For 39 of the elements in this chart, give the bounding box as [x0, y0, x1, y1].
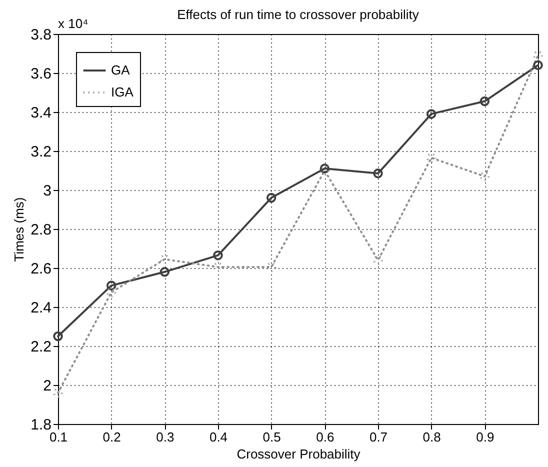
point	[373, 168, 383, 178]
point	[426, 152, 436, 163]
y-axis-title: Times (ms)	[12, 197, 27, 262]
x-tick-label: 0.9	[476, 430, 494, 444]
y-tick-label: 2.6	[30, 260, 52, 278]
y-tick-label: 3.8	[30, 26, 52, 44]
y-tick-label: 3.4	[30, 104, 52, 122]
x-tick-label: 0.1	[49, 430, 68, 444]
point	[160, 267, 170, 277]
x-tick-label: 0.5	[262, 430, 281, 444]
point	[480, 96, 490, 106]
x-tick-label: 0.3	[156, 430, 174, 444]
point	[426, 109, 436, 119]
point	[213, 250, 223, 260]
y-tick-label: 1.8	[30, 416, 52, 434]
x-tick-label: 0.6	[316, 430, 334, 444]
point	[213, 262, 223, 272]
x-tick-label: 0.8	[422, 430, 441, 444]
x-tick-label: 0.7	[369, 430, 388, 444]
chart-title: Effects of run time to crossover probability	[177, 7, 420, 22]
y-tick-label: 2.4	[30, 300, 52, 316]
y-tick-label: 3	[43, 182, 52, 200]
x-axis-title: Crossover Probability	[236, 446, 361, 462]
y-tick-label: 3.2	[30, 144, 52, 160]
point	[266, 192, 276, 203]
point	[480, 171, 490, 182]
y-tick-label: 2	[43, 378, 52, 394]
legend-label: IGA	[111, 84, 134, 100]
x-tick-label: 0.4	[209, 430, 228, 444]
x-tick-label: 0.2	[102, 430, 121, 444]
y-tick-label: 2.2	[30, 338, 52, 356]
y-tick-label: 3.6	[30, 66, 52, 82]
legend-label: GA	[111, 62, 130, 78]
point	[106, 280, 116, 290]
point	[266, 262, 276, 272]
text: x 10⁴	[58, 16, 88, 31]
y-tick-label: 2.8	[30, 222, 52, 238]
point	[373, 255, 383, 266]
point	[106, 288, 116, 298]
